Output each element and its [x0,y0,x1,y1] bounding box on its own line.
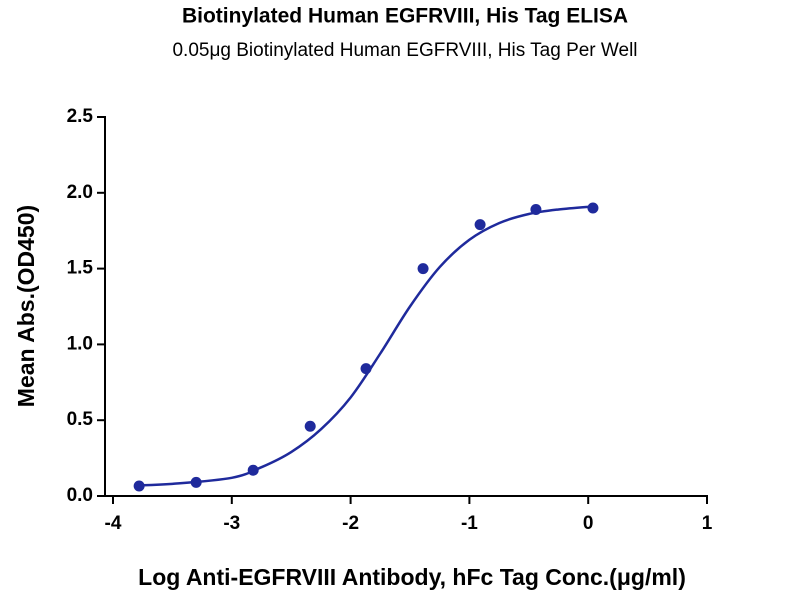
y-tick-label: 0.0 [67,485,93,506]
data-point [247,464,259,476]
x-tick-label: 0 [583,513,594,534]
y-tick-label: 0.5 [67,409,94,430]
y-axis-label: Mean Abs.(OD450) [13,205,39,407]
chart-title: Biotinylated Human EGFRVIII, His Tag ELI… [182,5,628,28]
data-point [360,363,372,375]
x-tick-label: -4 [105,513,122,534]
data-point [304,420,316,432]
data-point [530,203,542,215]
data-point [133,480,145,492]
y-tick-label: 2.0 [67,182,93,203]
data-point [474,219,486,231]
x-tick-label: -1 [461,513,478,534]
chart-subtitle: 0.05μg Biotinylated Human EGFRVIII, His … [172,40,637,61]
data-point [417,263,429,275]
y-tick-label: 2.5 [67,106,94,127]
y-tick-label: 1.5 [67,258,94,279]
data-point [587,202,599,214]
x-tick-label: 1 [702,513,713,534]
fit-curve [136,205,594,487]
data-point [190,476,202,488]
x-axis-label: Log Anti-EGFRVIII Antibody, hFc Tag Conc… [138,564,686,590]
y-tick-label: 1.0 [67,333,93,354]
x-tick-label: -3 [223,513,240,534]
x-tick-label: -2 [342,513,359,534]
